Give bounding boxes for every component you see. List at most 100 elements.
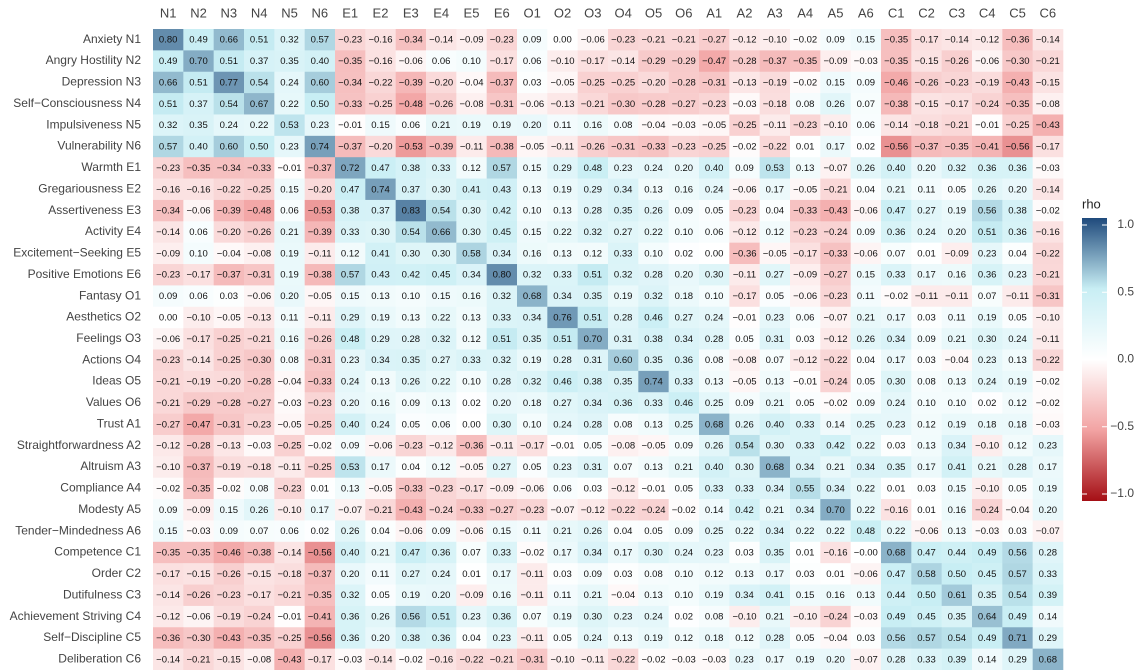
cell-label: −0.34 <box>338 77 362 88</box>
cell-label: 0.05 <box>523 462 542 473</box>
cell-label: −0.41 <box>308 612 332 623</box>
cell <box>1032 199 1064 222</box>
cell <box>153 178 184 201</box>
cell-label: 0.15 <box>948 483 967 494</box>
cell-label: 0.32 <box>584 227 603 238</box>
cell-label: −0.37 <box>308 163 332 174</box>
cell-label: −0.48 <box>247 206 271 217</box>
cell-label: −0.02 <box>1036 377 1060 388</box>
cell-label: 0.35 <box>948 612 967 623</box>
cell <box>456 264 487 286</box>
cell-label: 0.22 <box>826 526 845 537</box>
cell <box>517 50 548 73</box>
cell-label: 0.68 <box>523 291 542 302</box>
cell <box>1032 264 1064 286</box>
cell <box>759 29 791 51</box>
cell-label: 0.40 <box>705 163 724 174</box>
cell <box>183 264 214 286</box>
cell <box>850 50 882 73</box>
cell <box>729 306 760 329</box>
cell-label: −0.09 <box>823 56 847 67</box>
cell-label: 0.31 <box>584 462 603 473</box>
cell <box>426 114 457 137</box>
cell <box>304 349 336 372</box>
cell <box>911 199 942 222</box>
cell-label: 0.08 <box>705 612 724 623</box>
cell-label: 0.09 <box>917 334 936 345</box>
cell-label: 0.11 <box>948 312 966 323</box>
cell-label: −0.16 <box>1036 227 1060 238</box>
cell-label: 0.13 <box>462 312 481 323</box>
legend-title: rho <box>1082 196 1101 211</box>
cell <box>759 93 791 115</box>
cell <box>335 221 366 243</box>
cell-label: 0.27 <box>614 227 633 238</box>
cell-label: −0.02 <box>156 483 180 494</box>
cell-label: 0.24 <box>584 633 603 644</box>
cell-label: 0.10 <box>675 569 694 580</box>
cell <box>790 178 821 201</box>
cell-label: −0.14 <box>186 355 210 366</box>
cell-label: 0.77 <box>220 77 239 88</box>
cell-label: −0.09 <box>793 270 817 281</box>
cell-label: −0.17 <box>186 334 210 345</box>
cell-label: −0.05 <box>277 419 301 430</box>
cell-label: 0.06 <box>553 483 572 494</box>
cell-label: 0.09 <box>159 291 178 302</box>
cell-label: 0.70 <box>189 56 208 67</box>
cell-label: 0.18 <box>675 291 694 302</box>
cell <box>972 242 1003 265</box>
cell <box>638 135 669 158</box>
cell-label: 0.12 <box>462 334 481 345</box>
cell-label: 0.66 <box>432 227 451 238</box>
cell-label: 0.39 <box>1039 590 1058 601</box>
cell <box>395 178 427 201</box>
cell-label: 0.48 <box>857 526 876 537</box>
cell-label: 0.19 <box>978 312 997 323</box>
cell-label: −0.21 <box>368 505 392 516</box>
cell-label: 0.23 <box>1008 270 1027 281</box>
cell-label: −0.14 <box>611 56 635 67</box>
cell-label: −0.26 <box>581 142 605 153</box>
cell-label: −0.08 <box>247 248 271 259</box>
cell-label: −0.25 <box>247 184 271 195</box>
cell-label: −0.03 <box>975 526 999 537</box>
cell <box>395 264 427 286</box>
cell <box>426 264 457 286</box>
cell-label: 0.34 <box>553 291 572 302</box>
cell <box>213 328 245 350</box>
y-tick-label: Self−Consciousness N4 <box>13 96 141 110</box>
cell <box>668 114 700 137</box>
cell <box>1002 199 1033 222</box>
cell-label: 0.42 <box>735 505 754 516</box>
cell <box>335 135 366 158</box>
cell <box>426 306 457 329</box>
cell-label: 0.35 <box>280 56 299 67</box>
cell-label: 0.56 <box>978 206 997 217</box>
cell <box>850 328 882 350</box>
cell-label: −0.06 <box>732 184 756 195</box>
cell-label: −0.53 <box>399 142 423 153</box>
cell-label: 0.02 <box>978 398 997 409</box>
cell-label: −0.23 <box>490 35 514 46</box>
cell-label: 0.68 <box>766 462 785 473</box>
cell-label: −0.30 <box>611 99 635 110</box>
cell-label: 0.26 <box>250 505 269 516</box>
x-tick-label: O6 <box>675 5 692 20</box>
cell-label: 0.30 <box>462 206 481 217</box>
cell-label: 0.60 <box>220 142 239 153</box>
cell <box>638 242 669 265</box>
cell-label: −0.20 <box>217 377 241 388</box>
cell-label: −0.16 <box>156 184 180 195</box>
cell-label: 0.54 <box>735 441 754 452</box>
cell-label: −0.23 <box>672 142 696 153</box>
cell-label: 0.17 <box>493 569 512 580</box>
cell-label: −0.33 <box>793 206 817 217</box>
cell <box>183 178 214 201</box>
cell <box>304 328 336 350</box>
cell-label: 0.03 <box>614 569 633 580</box>
cell-label: 0.11 <box>554 590 572 601</box>
cell <box>881 114 912 137</box>
cell-label: 0.60 <box>614 355 633 366</box>
cell-label: 0.28 <box>584 419 603 430</box>
